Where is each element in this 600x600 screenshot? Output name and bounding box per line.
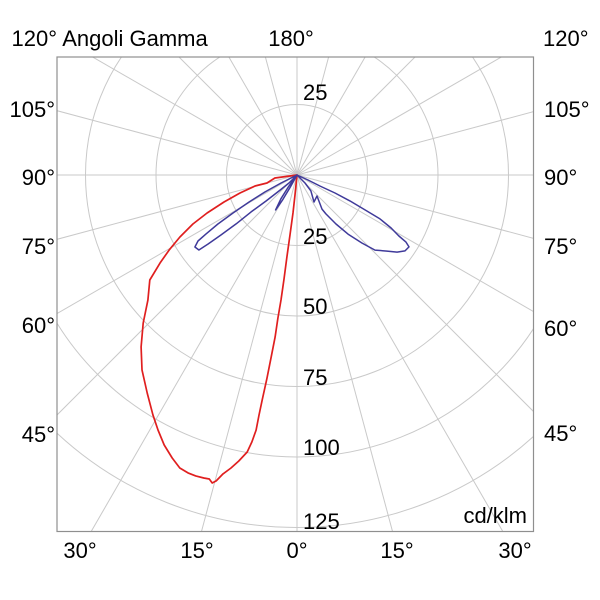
gamma-label-top-right-120: 120°: [543, 26, 589, 51]
blue-curve: [194, 174, 410, 253]
gamma-label-left-60: 60°: [21, 313, 55, 338]
plot-frame: [56, 56, 535, 533]
grid-ray-75: [296, 174, 534, 239]
chart-title: Angoli Gamma: [62, 26, 208, 51]
r-tick-25-top: 25: [303, 80, 328, 105]
gamma-label-bottom-30L: 30°: [63, 538, 97, 563]
unit-label: cd/klm: [463, 503, 527, 528]
grid-ray-255: [57, 110, 298, 176]
gamma-label-right-75: 75°: [544, 234, 578, 259]
gamma-label-bottom-15L: 15°: [180, 538, 214, 563]
gamma-label-top-180: 180°: [268, 26, 314, 51]
gamma-label-right-90: 90°: [544, 165, 578, 190]
grid-ray-210: [228, 57, 298, 176]
grid-ray-105: [296, 111, 534, 176]
gamma-label-bottom-30R: 30°: [498, 538, 532, 563]
gamma-label-left-90: 90°: [21, 165, 55, 190]
r-tick-50: 50: [303, 294, 328, 319]
gamma-label-left-45: 45°: [21, 422, 55, 447]
gamma-label-right-45: 45°: [544, 421, 578, 446]
r-tick-125: 125: [303, 509, 340, 534]
grid-ray-240: [91, 57, 298, 176]
grid-ray-150: [296, 57, 366, 176]
red-curve: [140, 174, 298, 484]
grid-ray-120: [296, 57, 503, 176]
gamma-label-left-75: 75°: [21, 234, 55, 259]
grid-ray-330: [90, 174, 298, 532]
grid-ring-125: [57, 432, 534, 528]
grid-ray-345: [200, 174, 298, 532]
gamma-label-bottom-0: 0°: [286, 538, 308, 563]
gamma-label-top-left-120: 120°: [11, 26, 57, 51]
grid-ray-195: [264, 57, 298, 176]
r-tick-75: 75: [303, 365, 328, 390]
grid-ray-285: [57, 174, 298, 240]
r-tick-100: 100: [303, 435, 340, 460]
r-tick-25: 25: [303, 224, 328, 249]
gamma-label-bottom-15R: 15°: [380, 538, 414, 563]
grid-ray-300: [57, 174, 298, 315]
grid-ray-165: [296, 57, 330, 176]
gamma-label-left-105: 105°: [9, 97, 55, 122]
grid-ray-315: [57, 174, 298, 416]
grid-ray-60: [296, 174, 534, 313]
gamma-label-right-60: 60°: [544, 316, 578, 341]
grid-ray-15: [296, 174, 394, 532]
grid-ray-30: [296, 174, 504, 532]
gamma-label-right-105: 105°: [544, 97, 590, 122]
grid-ray-225: [178, 57, 298, 176]
grid-ray-135: [296, 57, 416, 176]
